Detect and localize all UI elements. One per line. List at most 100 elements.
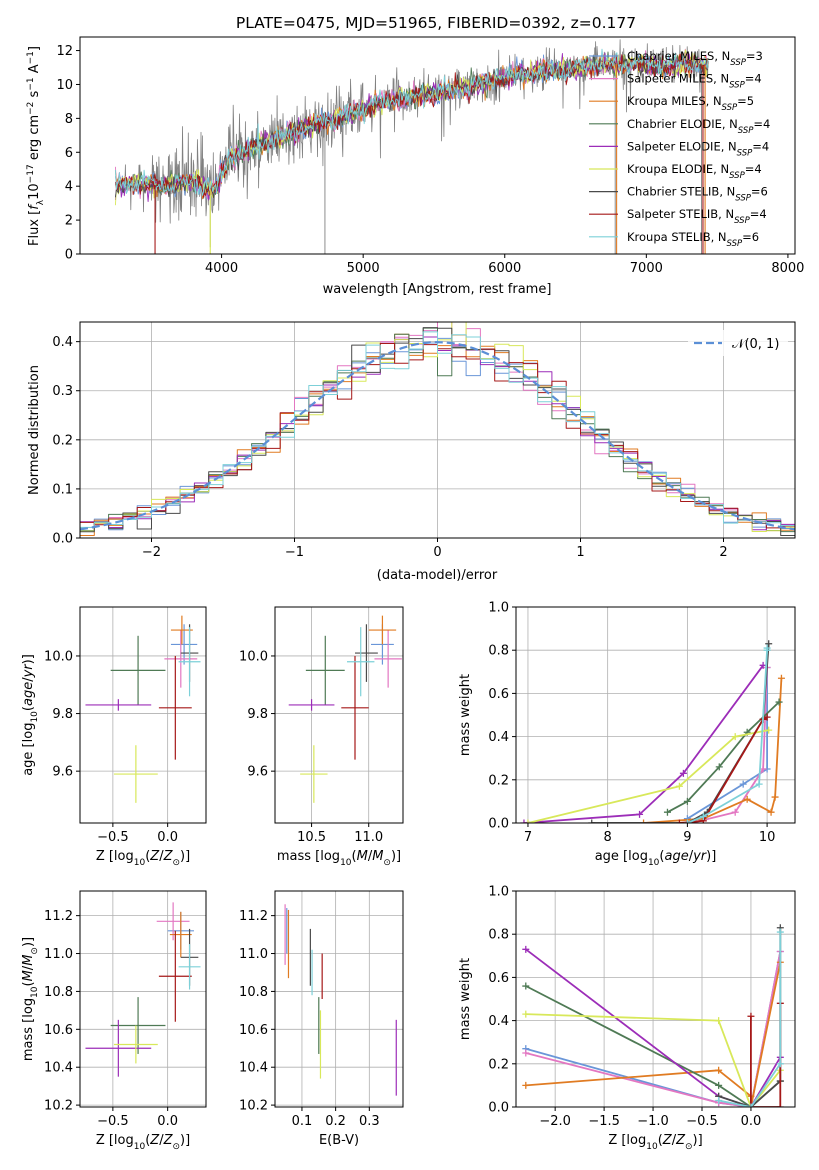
y-tick-label: 10.8 bbox=[44, 985, 73, 1000]
y-tick-label: 10.0 bbox=[239, 649, 268, 664]
x-tick-label: 7000 bbox=[630, 261, 663, 276]
weight-line-kroupa_elodie bbox=[525, 1013, 782, 1107]
y-tick-label: 0.3 bbox=[52, 384, 73, 399]
y-tick-label: 0.1 bbox=[52, 482, 73, 497]
y-tick-label: 0.6 bbox=[488, 687, 509, 702]
x-axis-label: Z [log10(Z/Z⊙)] bbox=[608, 1133, 702, 1152]
x-tick-label: −1.0 bbox=[637, 1114, 669, 1129]
weight-marker-salpeter_miles bbox=[522, 1049, 530, 1057]
weight-marker-chabrier_elodie bbox=[663, 808, 671, 816]
weight-marker-kroupa_miles bbox=[522, 1081, 530, 1089]
weight-marker-kroupa_miles bbox=[715, 1066, 723, 1074]
weight-marker-kroupa_stelib bbox=[776, 928, 784, 936]
y-tick-label: 10 bbox=[56, 78, 73, 93]
legend: Chabrier MILES, NSSP=3 Salpeter MILES, NS… bbox=[589, 49, 770, 249]
y-tick-label: 0.0 bbox=[488, 817, 509, 832]
axes-frame: 4000 5000 6000 7000 8000 0 2 4 6 8 10 12 bbox=[56, 36, 804, 276]
plot-area bbox=[114, 39, 709, 254]
weight-marker-kroupa_elodie bbox=[675, 782, 683, 790]
y-tick-label: 0.8 bbox=[488, 644, 509, 659]
axes-border bbox=[79, 36, 796, 255]
y-tick-label: 10.0 bbox=[44, 649, 73, 664]
x-tick-label: 0.0 bbox=[741, 1114, 762, 1129]
x-axis-label: age [log10(age/yr)] bbox=[595, 849, 717, 868]
x-axis-label: (data-model)/error bbox=[377, 568, 498, 583]
y-tick-label: 12 bbox=[56, 44, 73, 59]
weight-marker-kroupa_miles bbox=[640, 819, 648, 823]
axes-frame: 7 8 9 10 0.0 0.2 0.4 0.6 0.8 1.0 bbox=[488, 601, 796, 845]
weight-marker-kroupa_elodie bbox=[522, 1010, 530, 1018]
y-axis-label: mass weight bbox=[458, 958, 473, 1040]
x-axis-label: mass [log10(M/M⊙)] bbox=[277, 849, 401, 868]
x-tick-label: 6000 bbox=[488, 261, 521, 276]
x-tick-label: 7 bbox=[524, 830, 532, 845]
weight-marker-kroupa_stelib bbox=[683, 819, 691, 823]
weight-line-chabrier_stelib bbox=[718, 927, 782, 1107]
y-tick-label: 9.8 bbox=[52, 707, 73, 722]
x-tick-label: 0.0 bbox=[157, 1114, 178, 1129]
x-tick-label: 8 bbox=[604, 830, 612, 845]
weight-marker-chabrier_elodie bbox=[715, 1081, 723, 1089]
x-tick-label: 0.3 bbox=[359, 1114, 380, 1129]
weight-line-salpeter_elodie bbox=[523, 664, 764, 823]
weight-line-kroupa_stelib bbox=[687, 648, 768, 823]
x-tick-label: 5000 bbox=[347, 261, 380, 276]
model-spectrum-chabrier_elodie bbox=[115, 51, 709, 195]
y-tick-label: 10.6 bbox=[239, 1023, 268, 1038]
x-tick-label: 0.2 bbox=[325, 1114, 346, 1129]
x-tick-label: 2 bbox=[719, 545, 727, 560]
legend-entry: Salpeter STELIB, NSSP=4 bbox=[627, 207, 767, 226]
axes-border bbox=[79, 606, 207, 824]
plot-area bbox=[288, 615, 402, 803]
weight-marker-salpeter_miles bbox=[731, 808, 739, 816]
weight-line-salpeter_miles bbox=[691, 667, 768, 823]
x-tick-label: −0.5 bbox=[97, 1114, 129, 1129]
model-spectrum-chabrier_miles bbox=[114, 54, 709, 200]
legend-background bbox=[688, 330, 788, 356]
weight-marker-chabrier_elodie bbox=[683, 797, 691, 805]
y-tick-label: 0.0 bbox=[488, 1101, 509, 1116]
y-tick-label: 4 bbox=[65, 180, 73, 195]
spectrum-chart: 4000 5000 6000 7000 8000 0 2 4 6 8 10 12 Chabrier MI… bbox=[26, 36, 804, 297]
weight-line-chabrier_stelib bbox=[591, 643, 770, 823]
weight-marker-kroupa_stelib bbox=[699, 813, 707, 821]
weight-marker-salpeter_stelib bbox=[776, 1103, 784, 1107]
y-tick-label: 10.8 bbox=[239, 985, 268, 1000]
y-tick-label: 0.2 bbox=[488, 773, 509, 788]
weight-marker-kroupa_elodie bbox=[765, 726, 773, 734]
axes-border bbox=[79, 890, 207, 1108]
weight-marker-chabrier_stelib bbox=[588, 819, 596, 823]
y-tick-label: 1.0 bbox=[488, 601, 509, 616]
weight-marker-kroupa_miles bbox=[777, 674, 785, 682]
y-tick-label: 0.8 bbox=[488, 928, 509, 943]
age-vs-metallicity-panel: −0.5 0.0 9.6 9.8 10.0 Z [log10(Z/Z⊙)] age [log… bbox=[21, 606, 207, 868]
y-tick-label: 11.0 bbox=[239, 947, 268, 962]
spectrum-title: PLATE=0475, MJD=51965, FIBERID=0392, z=0… bbox=[236, 14, 636, 32]
axes-frame: −0.5 0.0 9.6 9.8 10.0 bbox=[44, 606, 207, 845]
y-tick-label: 0.4 bbox=[488, 730, 509, 745]
weight-marker-kroupa_miles bbox=[767, 808, 775, 816]
x-tick-label: 4000 bbox=[205, 261, 238, 276]
x-tick-label: 9 bbox=[683, 830, 691, 845]
y-axis-label: mass weight bbox=[458, 674, 473, 756]
legend-entry: Kroupa ELODIE, NSSP=4 bbox=[627, 162, 762, 181]
plot-area bbox=[284, 904, 397, 1096]
y-tick-label: 2 bbox=[65, 214, 73, 229]
x-tick-label: −0.5 bbox=[97, 830, 129, 845]
plot-area bbox=[520, 640, 785, 823]
x-tick-label: 0.0 bbox=[157, 830, 178, 845]
weight-marker-kroupa_stelib bbox=[755, 780, 763, 788]
weight-line-kroupa_elodie bbox=[527, 729, 769, 823]
y-tick-label: 10.4 bbox=[239, 1061, 268, 1076]
legend-entry: Chabrier ELODIE, NSSP=4 bbox=[627, 117, 770, 136]
weight-marker-salpeter_elodie bbox=[520, 819, 528, 823]
weight-marker-salpeter_stelib bbox=[747, 1012, 755, 1020]
x-tick-label: −2 bbox=[142, 545, 161, 560]
weight-marker-kroupa_elodie bbox=[715, 1017, 723, 1025]
y-tick-label: 0.4 bbox=[488, 1014, 509, 1029]
y-tick-label: 0.4 bbox=[52, 335, 73, 350]
legend-entry: Chabrier MILES, NSSP=3 bbox=[627, 49, 763, 68]
weight-marker-salpeter_stelib bbox=[675, 819, 683, 823]
y-tick-label: 11.2 bbox=[44, 909, 73, 924]
y-tick-label: 10.6 bbox=[44, 1023, 73, 1038]
